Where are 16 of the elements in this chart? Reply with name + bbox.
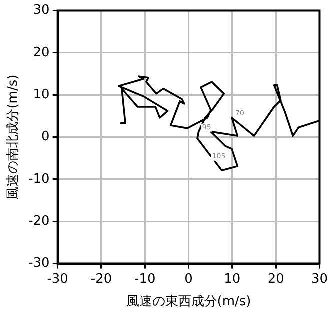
x-tick-label: 10 [224, 272, 241, 287]
x-tick-label: 30 [311, 272, 328, 287]
y-tick-label: 30 [33, 3, 50, 18]
x-tick-label: 20 [268, 272, 284, 287]
x-tick-label: -30 [47, 272, 68, 287]
y-tick-label: -10 [28, 172, 50, 187]
y-tick-label: -20 [28, 214, 50, 230]
y-tick-label: -30 [28, 256, 50, 272]
y-tick-label: 10 [33, 88, 50, 103]
x-tick-label: -20 [90, 272, 112, 287]
y-axis-title: 風速の南北成分(m/s) [6, 74, 22, 200]
x-tick-label: -10 [134, 272, 156, 287]
y-tick-label: 20 [33, 45, 50, 60]
y-tick-label: 0 [42, 130, 50, 145]
x-axis-title: 風速の東西成分(m/s) [126, 294, 252, 310]
x-tick-label: 0 [184, 272, 193, 287]
